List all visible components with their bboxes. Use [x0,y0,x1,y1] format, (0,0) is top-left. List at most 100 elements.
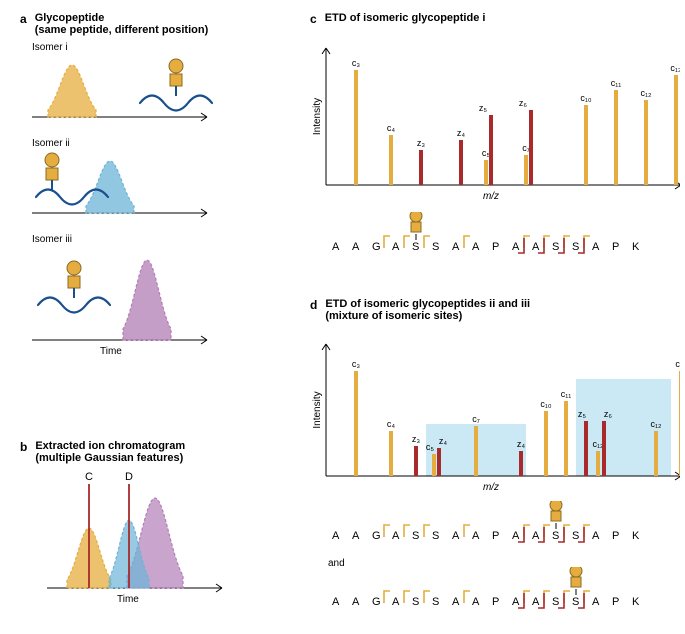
svg-text:G: G [372,530,381,542]
panel-b-subtitle: (multiple Gaussian features) [35,452,185,464]
svg-text:A: A [452,241,460,253]
svg-text:Time: Time [117,594,139,605]
panel-d: d ETD of isomeric glycopeptides ii and i… [310,298,680,622]
svg-text:P: P [492,530,499,542]
svg-text:A: A [592,530,600,542]
svg-text:A: A [452,530,460,542]
svg-text:A: A [392,530,400,542]
svg-text:c₅: c₅ [426,442,435,452]
svg-text:A: A [332,596,340,608]
svg-text:A: A [352,241,360,253]
panel-c-label: c [310,12,317,26]
svg-text:m/z: m/z [483,482,499,493]
svg-text:S: S [432,241,439,253]
svg-text:z₄: z₄ [517,439,526,449]
svg-text:c₄: c₄ [387,419,396,429]
svg-text:z₆: z₆ [519,98,528,108]
svg-text:A: A [512,530,520,542]
svg-text:z₃: z₃ [417,138,426,148]
svg-text:z₃: z₃ [412,434,421,444]
isomer-label: Isomer ii [32,138,270,149]
svg-text:A: A [592,596,600,608]
svg-text:S: S [552,596,559,608]
svg-text:Intensity: Intensity [312,98,323,135]
svg-text:c₁₀: c₁₀ [580,93,592,103]
svg-text:D: D [125,471,133,483]
svg-text:A: A [352,530,360,542]
svg-text:P: P [612,530,619,542]
svg-text:K: K [632,596,640,608]
svg-text:S: S [432,530,439,542]
svg-text:A: A [532,530,540,542]
svg-text:S: S [572,596,579,608]
svg-text:c₁₂: c₁₂ [640,88,652,98]
svg-text:P: P [492,596,499,608]
svg-text:A: A [532,241,540,253]
panel-d-sequence-1: AAGASSAAPAASSAPK [320,501,680,551]
svg-text:m/z: m/z [483,191,499,202]
svg-text:c₁₂: c₁₂ [650,419,662,429]
svg-text:C: C [85,471,93,483]
svg-text:A: A [332,530,340,542]
isomer-label: Isomer iii [32,234,270,245]
panel-b: b Extracted ion chromatogram (multiple G… [20,440,270,615]
panel-a-strips: Isomer i Isomer ii Isomer iii Time [20,42,270,365]
svg-text:S: S [432,596,439,608]
svg-text:z₅: z₅ [578,409,587,419]
panel-a-label: a [20,12,27,26]
svg-text:S: S [412,241,419,253]
panel-b-title: Extracted ion chromatogram [35,440,185,452]
svg-text:c₃: c₃ [352,359,361,369]
svg-text:A: A [512,241,520,253]
svg-text:G: G [372,596,381,608]
panel-d-title: ETD of isomeric glycopeptides ii and iii [325,298,530,310]
svg-text:S: S [552,241,559,253]
panel-d-sequence-2: AAGASSAAPAASSAPK [320,567,680,617]
svg-text:c₇: c₇ [472,414,480,424]
svg-text:c₁₃: c₁₃ [670,63,680,73]
panel-d-subtitle: (mixture of isomeric sites) [325,310,530,322]
svg-text:Intensity: Intensity [312,391,323,428]
panel-b-label: b [20,440,27,454]
svg-text:P: P [612,596,619,608]
svg-text:A: A [352,596,360,608]
panel-a-strip [20,149,260,229]
svg-text:c₇: c₇ [522,143,530,153]
svg-text:z₄: z₄ [457,128,466,138]
svg-text:z₆: z₆ [604,409,613,419]
panel-a-strip: Time [20,245,260,360]
svg-text:A: A [392,241,400,253]
svg-text:A: A [472,530,480,542]
panel-a-subtitle: (same peptide, different position) [35,24,209,36]
panel-c-spectrum: Intensitym/zc₃c₄z₃z₄c₅z₅c₇z₆c₁₀c₁₁c₁₂c₁₃ [310,30,680,205]
svg-text:A: A [592,241,600,253]
svg-text:K: K [632,241,640,253]
svg-text:S: S [572,530,579,542]
panel-b-chart: Time C D [35,470,235,610]
svg-text:A: A [392,596,400,608]
svg-text:c₁₃: c₁₃ [675,359,680,369]
svg-text:A: A [472,241,480,253]
panel-a-strip [20,53,260,133]
svg-text:A: A [512,596,520,608]
svg-text:c₁₀: c₁₀ [540,399,552,409]
panel-c: c ETD of isomeric glycopeptide i Intensi… [310,12,680,277]
svg-text:A: A [472,596,480,608]
svg-text:Time: Time [100,346,122,357]
svg-text:c₁₁: c₁₁ [611,78,622,88]
svg-text:z₄: z₄ [439,436,448,446]
svg-text:S: S [572,241,579,253]
panel-c-sequence: AAGASSAAPAASSAPK [320,212,680,272]
svg-text:S: S [412,596,419,608]
isomer-label: Isomer i [32,42,270,53]
svg-text:P: P [612,241,619,253]
svg-text:A: A [532,596,540,608]
svg-text:A: A [452,596,460,608]
panel-a-title: Glycopeptide [35,12,209,24]
svg-text:c₄: c₄ [387,123,396,133]
svg-text:K: K [632,530,640,542]
svg-text:z₅: z₅ [479,103,488,113]
svg-text:P: P [492,241,499,253]
panel-d-label: d [310,298,317,312]
panel-a: a Glycopeptide (same peptide, different … [20,12,270,365]
